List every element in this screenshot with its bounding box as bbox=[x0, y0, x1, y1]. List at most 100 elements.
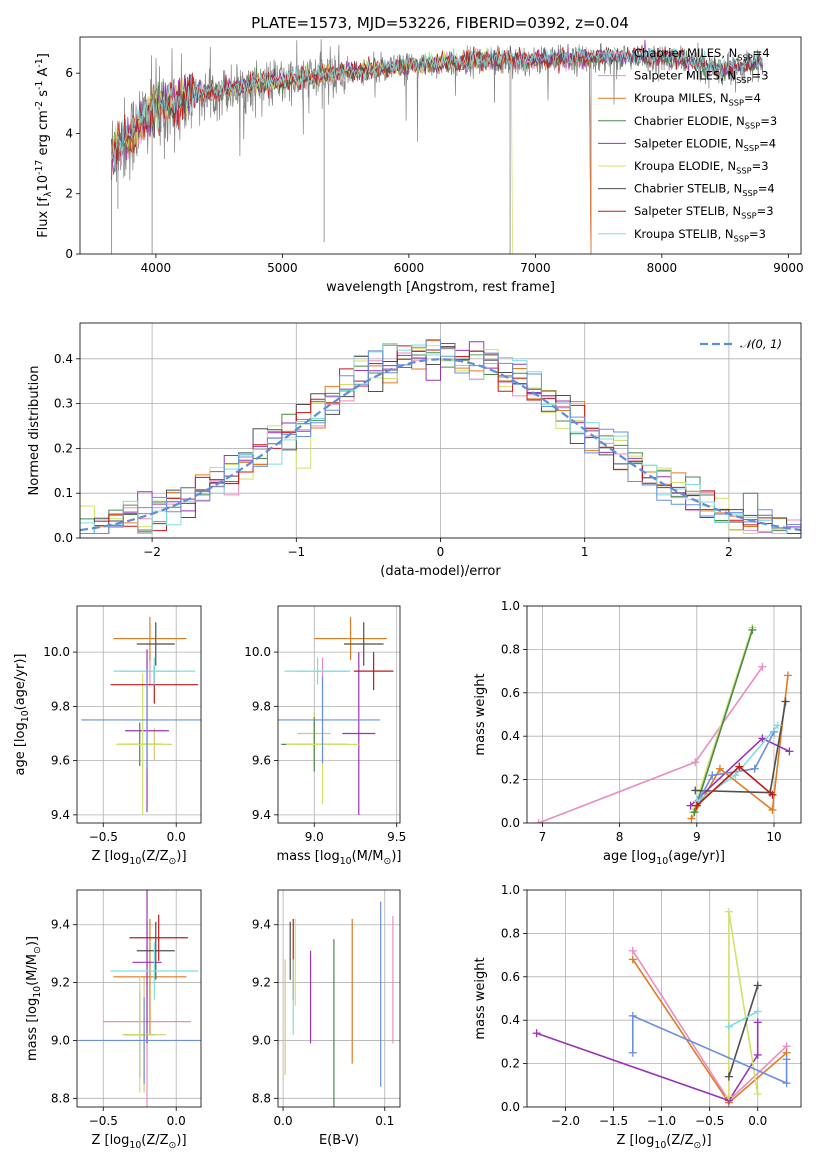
y-tick-label: 9.6 bbox=[252, 754, 271, 768]
y-tick-label: 0.4 bbox=[501, 729, 520, 743]
x-tick-label: 7 bbox=[539, 830, 547, 844]
weight-point-marker bbox=[715, 764, 724, 773]
spectrum-chart-frame bbox=[79, 36, 802, 255]
model-spectrum-line bbox=[111, 45, 763, 169]
z-mass-chart-x-axis-label: Z [log10​(Z/Z⊙​)] bbox=[91, 1133, 186, 1151]
weight-series-line bbox=[695, 701, 787, 794]
x-tick-label: −0.5 bbox=[89, 830, 118, 844]
z-weight-chart-plot-area bbox=[527, 890, 801, 1107]
z-weight-chart-frame bbox=[526, 889, 802, 1108]
legend-entry: Kroupa MILES, NSSP​=4 bbox=[634, 91, 761, 107]
x-tick-label: 2 bbox=[725, 545, 733, 559]
z-age-chart-plot-area bbox=[77, 606, 201, 823]
y-tick-label: 8.8 bbox=[252, 1091, 271, 1105]
y-tick-label: 1.0 bbox=[501, 883, 520, 897]
y-tick-label: 0.6 bbox=[501, 686, 520, 700]
legend-entry: Salpeter ELODIE, NSSP​=4 bbox=[634, 136, 776, 152]
y-tick-label: 10.0 bbox=[244, 645, 271, 659]
legend-entry: Kroupa ELODIE, NSSP​=3 bbox=[634, 159, 769, 175]
weight-series-line bbox=[693, 629, 754, 813]
y-tick-label: 0.4 bbox=[54, 352, 73, 366]
spectrum-chart: 4000 5000 6000 7000 8000 9000 0 2 4 6 wavelength [… bbox=[34, 36, 804, 295]
legend-entry: Salpeter MILES, NSSP​=3 bbox=[634, 69, 769, 85]
x-tick-label: 4000 bbox=[141, 261, 172, 275]
weight-point-marker bbox=[773, 721, 782, 730]
z-mass-chart-axes: −0.5 0.0 8.8 9.0 9.2 9.4 Z [log10​(Z/Z⊙​)] mass… bbox=[25, 889, 202, 1151]
y-tick-label: 0.1 bbox=[54, 486, 73, 500]
ebv-mass-chart: 0.0 0.1 8.8 9.0 9.2 9.4 E(B-V) bbox=[252, 889, 401, 1148]
weight-point-marker bbox=[768, 790, 777, 799]
x-tick-label: 5000 bbox=[267, 261, 298, 275]
weight-point-marker bbox=[758, 662, 767, 671]
error-bar-point bbox=[342, 652, 376, 815]
weight-point-marker bbox=[782, 1055, 791, 1064]
z-age-chart-axes: −0.5 0.0 9.4 9.6 9.8 10.0 Z [log10​(Z/Z⊙​)] age… bbox=[13, 605, 202, 867]
x-tick-label: 9 bbox=[693, 830, 701, 844]
y-tick-label: 0.2 bbox=[54, 441, 73, 455]
error-bar-point bbox=[125, 976, 155, 1093]
weight-point-marker bbox=[691, 786, 700, 795]
legend-entry: 𝒩(0, 1) bbox=[740, 337, 782, 351]
residuals-chart-axes: −2 −1 0 1 2 0.0 0.1 0.2 0.3 0.4 (data-model)/error… bbox=[27, 322, 802, 579]
y-tick-label: 0.2 bbox=[501, 773, 520, 787]
mass-age-chart-frame bbox=[277, 605, 401, 824]
residuals-legend: 𝒩(0, 1) bbox=[700, 337, 782, 351]
error-bar-point bbox=[278, 676, 381, 764]
ebv-mass-chart-plot-area bbox=[278, 890, 400, 1107]
x-tick-label: −0.5 bbox=[695, 1114, 724, 1128]
x-tick-label: 0.0 bbox=[167, 830, 186, 844]
x-tick-label: 1 bbox=[581, 545, 589, 559]
weight-point-marker bbox=[758, 734, 767, 743]
age-weight-chart-x-axis-label: age [log10​(age/yr)] bbox=[603, 849, 725, 867]
x-tick-label: 8 bbox=[616, 830, 624, 844]
weight-point-marker bbox=[768, 805, 777, 814]
mass-age-chart-plot-area bbox=[278, 606, 400, 823]
spectrum-legend: Chabrier MILES, NSSP​=4 Salpeter MILES, N… bbox=[598, 46, 777, 243]
y-tick-label: 9.4 bbox=[51, 918, 70, 932]
x-tick-label: −1 bbox=[287, 545, 305, 559]
x-tick-label: 10 bbox=[766, 830, 781, 844]
z-age-chart-y-axis-label: age [log10​(age/yr)] bbox=[13, 654, 31, 776]
x-tick-label: 6000 bbox=[394, 261, 425, 275]
weight-point-marker bbox=[687, 814, 696, 823]
x-tick-label: 0.0 bbox=[748, 1114, 767, 1128]
spectrum-chart-y-axis-label: Flux [fλ​10-17​ erg cm-2​ s-1​ A-1​] bbox=[34, 53, 54, 238]
y-tick-label: 9.4 bbox=[51, 808, 70, 822]
x-tick-label: −0.5 bbox=[89, 1114, 118, 1128]
weight-point-marker bbox=[691, 758, 700, 767]
weight-point-marker bbox=[753, 1007, 762, 1016]
y-tick-label: 0.3 bbox=[54, 397, 73, 411]
weight-series-line bbox=[632, 1014, 788, 1085]
mass-age-chart: 9.0 9.5 9.4 9.6 9.8 10.0 mass [log10​(M/M⊙​)] bbox=[244, 605, 406, 867]
weight-point-marker bbox=[731, 771, 740, 780]
mass-age-chart-axes: 9.0 9.5 9.4 9.6 9.8 10.0 mass [log10​(M/M⊙​)] bbox=[244, 605, 406, 867]
y-tick-label: 9.8 bbox=[51, 699, 70, 713]
weight-series-line bbox=[690, 675, 789, 820]
error-bar-point bbox=[353, 652, 394, 691]
weight-series-line bbox=[536, 1022, 759, 1102]
normal-distribution-curve bbox=[80, 358, 801, 532]
y-tick-label: 8.8 bbox=[51, 1091, 70, 1105]
x-tick-label: 9.5 bbox=[387, 830, 406, 844]
ebv-mass-chart-axes: 0.0 0.1 8.8 9.0 9.2 9.4 E(B-V) bbox=[252, 889, 401, 1148]
age-weight-chart: 7 8 9 10 0.0 0.2 0.4 0.6 0.8 1.0 age [log10​(age/y… bbox=[473, 599, 802, 867]
residuals-chart-plot-area bbox=[80, 323, 801, 538]
error-bar-point bbox=[116, 673, 169, 815]
x-tick-label: 0 bbox=[437, 545, 445, 559]
age-weight-chart-axes: 7 8 9 10 0.0 0.2 0.4 0.6 0.8 1.0 age [log10​(age/y… bbox=[473, 599, 802, 867]
error-bar-point bbox=[113, 657, 196, 685]
legend-entry: Chabrier ELODIE, NSSP​=3 bbox=[634, 114, 777, 130]
residuals-chart: −2 −1 0 1 2 0.0 0.1 0.2 0.3 0.4 (data-model)/error… bbox=[27, 322, 802, 579]
weight-point-marker bbox=[781, 697, 790, 706]
weight-point-marker bbox=[735, 762, 744, 771]
weight-point-marker bbox=[708, 771, 717, 780]
weight-point-marker bbox=[628, 946, 637, 955]
weight-point-marker bbox=[690, 808, 699, 817]
y-tick-label: 6 bbox=[65, 66, 73, 80]
y-tick-label: 9.4 bbox=[252, 808, 271, 822]
residual-histogram-step bbox=[80, 339, 801, 538]
weight-point-marker bbox=[532, 1029, 541, 1038]
y-tick-label: 9.2 bbox=[252, 976, 271, 990]
y-tick-label: 9.0 bbox=[252, 1033, 271, 1047]
